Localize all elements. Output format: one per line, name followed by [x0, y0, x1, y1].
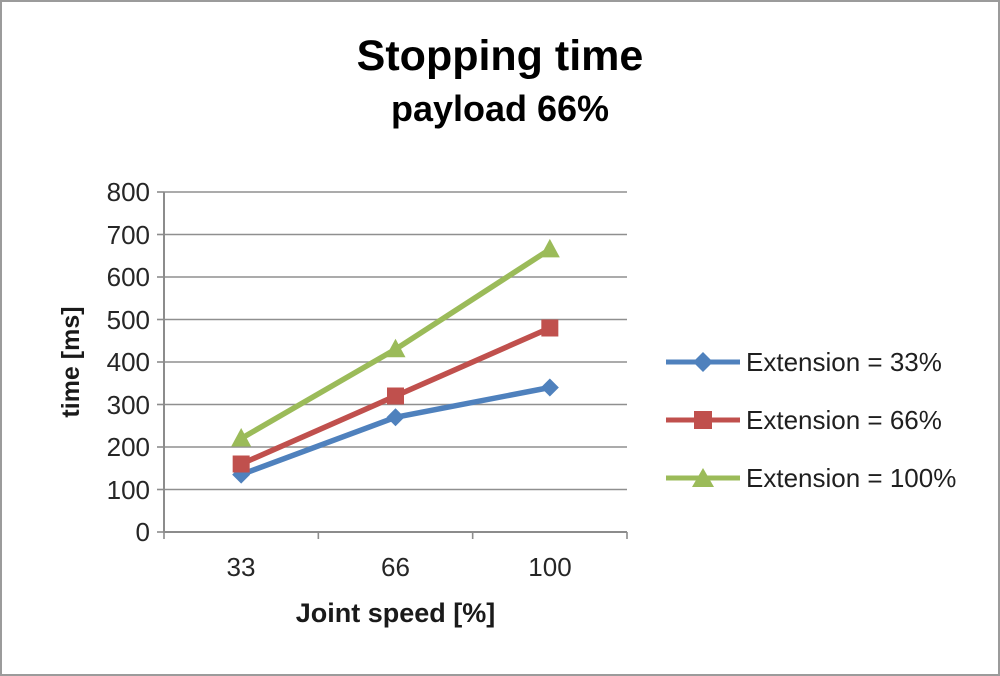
y-tick-label: 300 — [106, 389, 150, 420]
x-tick-label: 100 — [528, 552, 572, 582]
line-diamond-marker-icon — [666, 352, 740, 372]
x-tick-label: 66 — [381, 552, 410, 582]
y-tick-label: 800 — [106, 177, 150, 207]
legend-item-extension-100: Extension = 100% — [666, 463, 956, 493]
legend-item-extension-66: Extension = 66% — [666, 405, 956, 435]
data-point-extension-33 — [540, 378, 559, 397]
data-point-extension-66 — [541, 319, 559, 337]
y-tick-label: 700 — [106, 219, 150, 250]
data-point-extension-100 — [231, 428, 252, 447]
data-point-extension-66 — [232, 455, 250, 473]
y-tick-label: 600 — [106, 262, 150, 292]
y-tick-label: 200 — [106, 432, 150, 462]
legend-label: Extension = 100% — [746, 462, 957, 493]
y-tick-label: 500 — [106, 304, 150, 335]
chart-subtitle: payload 66% — [390, 88, 610, 129]
x-tick-label: 33 — [226, 552, 256, 582]
y-tick-label: 0 — [135, 517, 150, 547]
data-point-extension-100 — [539, 238, 560, 258]
x-axis-title: Joint speed [%] — [295, 598, 496, 628]
legend: Extension = 33% Extension = 66% Extensio… — [666, 347, 956, 493]
legend-label: Extension = 66% — [746, 404, 942, 435]
chart-title: Stopping time — [356, 32, 644, 80]
y-tick-label: 400 — [106, 347, 150, 377]
legend-label: Extension = 33% — [746, 346, 942, 377]
data-point-extension-66 — [387, 387, 404, 405]
legend-item-extension-33: Extension = 33% — [666, 347, 956, 377]
line-square-marker-icon — [666, 411, 740, 429]
data-point-extension-100 — [385, 338, 406, 358]
y-tick-label: 100 — [106, 474, 150, 505]
data-point-extension-33 — [386, 408, 405, 427]
line-triangle-marker-icon — [666, 468, 740, 487]
